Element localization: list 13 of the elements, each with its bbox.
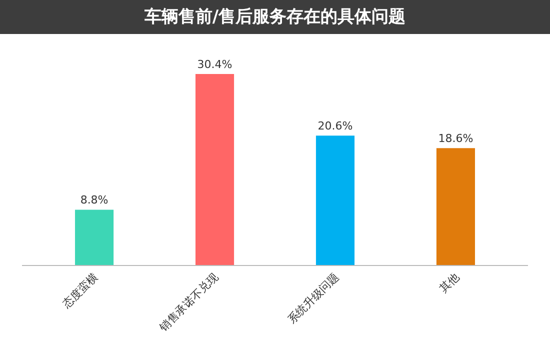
bar [436,148,475,265]
data-label: 18.6% [438,132,474,146]
x-tick-label: 销售承诺不兑现 [156,270,221,335]
bar [75,210,114,265]
x-tick-label: 系统升级问题 [285,270,342,326]
x-tick-label: 态度蛮横 [59,270,100,312]
data-label: 20.6% [318,120,353,133]
bar [195,74,234,265]
chart-title: 车辆售前/售后服务存在的具体问题 [0,0,550,34]
data-label: 30.4% [197,58,232,72]
x-tick-label: 其他 [436,270,462,296]
data-label: 8.8% [80,194,108,207]
bar [316,136,355,265]
